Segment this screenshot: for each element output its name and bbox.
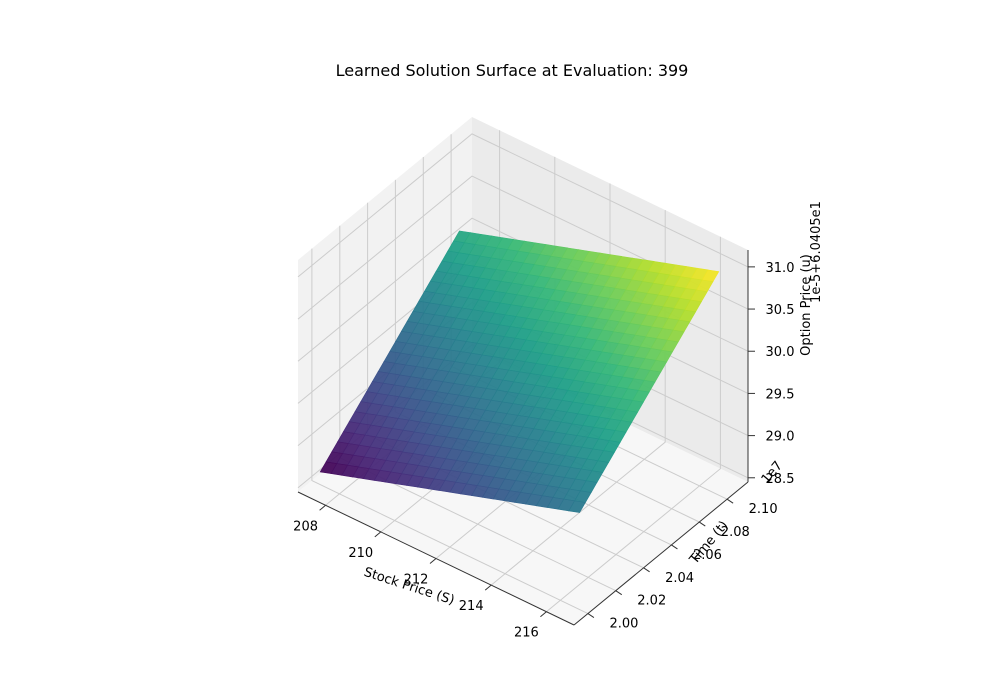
y-tick-mark xyxy=(671,544,678,550)
pane-left xyxy=(298,117,472,492)
z-tick-label: 30.0 xyxy=(766,345,795,360)
x-tick-label: 210 xyxy=(348,546,373,561)
grid-line-z xyxy=(297,133,749,278)
z-axis-label: Option Price (u) xyxy=(799,254,814,356)
x-tick-mark xyxy=(429,558,437,564)
grid-line-y xyxy=(311,248,589,615)
y-tick-label: 2.02 xyxy=(637,594,666,609)
z-tick-label: 29.0 xyxy=(766,430,795,445)
tick-marks-and-labels: 208 210 212 214 216 2.00 2.02 2.04 2.06 2.08 2.10 2… xyxy=(293,261,794,641)
y-tick-label: 2.08 xyxy=(721,525,750,540)
y-tick-mark xyxy=(699,521,706,527)
y-tick-label: 2.00 xyxy=(609,617,638,632)
y-tick-mark xyxy=(726,498,734,504)
z-tick-label: 29.5 xyxy=(766,387,795,402)
y-tick-label: 2.04 xyxy=(665,571,694,586)
y-tick-label: 2.10 xyxy=(749,502,778,517)
x-tick-label: 216 xyxy=(514,626,539,641)
z-axis-offset-text: 1e-5+6.0405e1 xyxy=(809,201,824,303)
z-tick-label: 28.5 xyxy=(766,472,795,487)
x-axis-label: Stock Price (S) xyxy=(362,565,456,608)
y-tick-mark xyxy=(615,590,623,596)
grid-line-x xyxy=(546,236,721,613)
z-tick-label: 30.5 xyxy=(766,303,795,318)
x-tick-mark xyxy=(540,611,547,618)
x-tick-mark xyxy=(319,504,326,511)
y-tick-mark xyxy=(587,613,595,618)
y-axis-line xyxy=(573,481,749,626)
y-tick-label: 2.06 xyxy=(693,548,722,563)
x-tick-mark xyxy=(374,531,382,538)
x-tick-mark xyxy=(484,584,492,591)
surface-patch xyxy=(568,500,586,513)
z-tick-label: 31.0 xyxy=(766,261,795,276)
y-tick-mark xyxy=(643,567,650,573)
surface-mesh xyxy=(319,230,720,513)
x-tick-label: 212 xyxy=(404,573,429,588)
x-tick-label: 214 xyxy=(459,599,484,614)
chart-title: Learned Solution Surface at Evaluation: … xyxy=(336,61,689,80)
x-tick-label: 208 xyxy=(293,519,318,534)
